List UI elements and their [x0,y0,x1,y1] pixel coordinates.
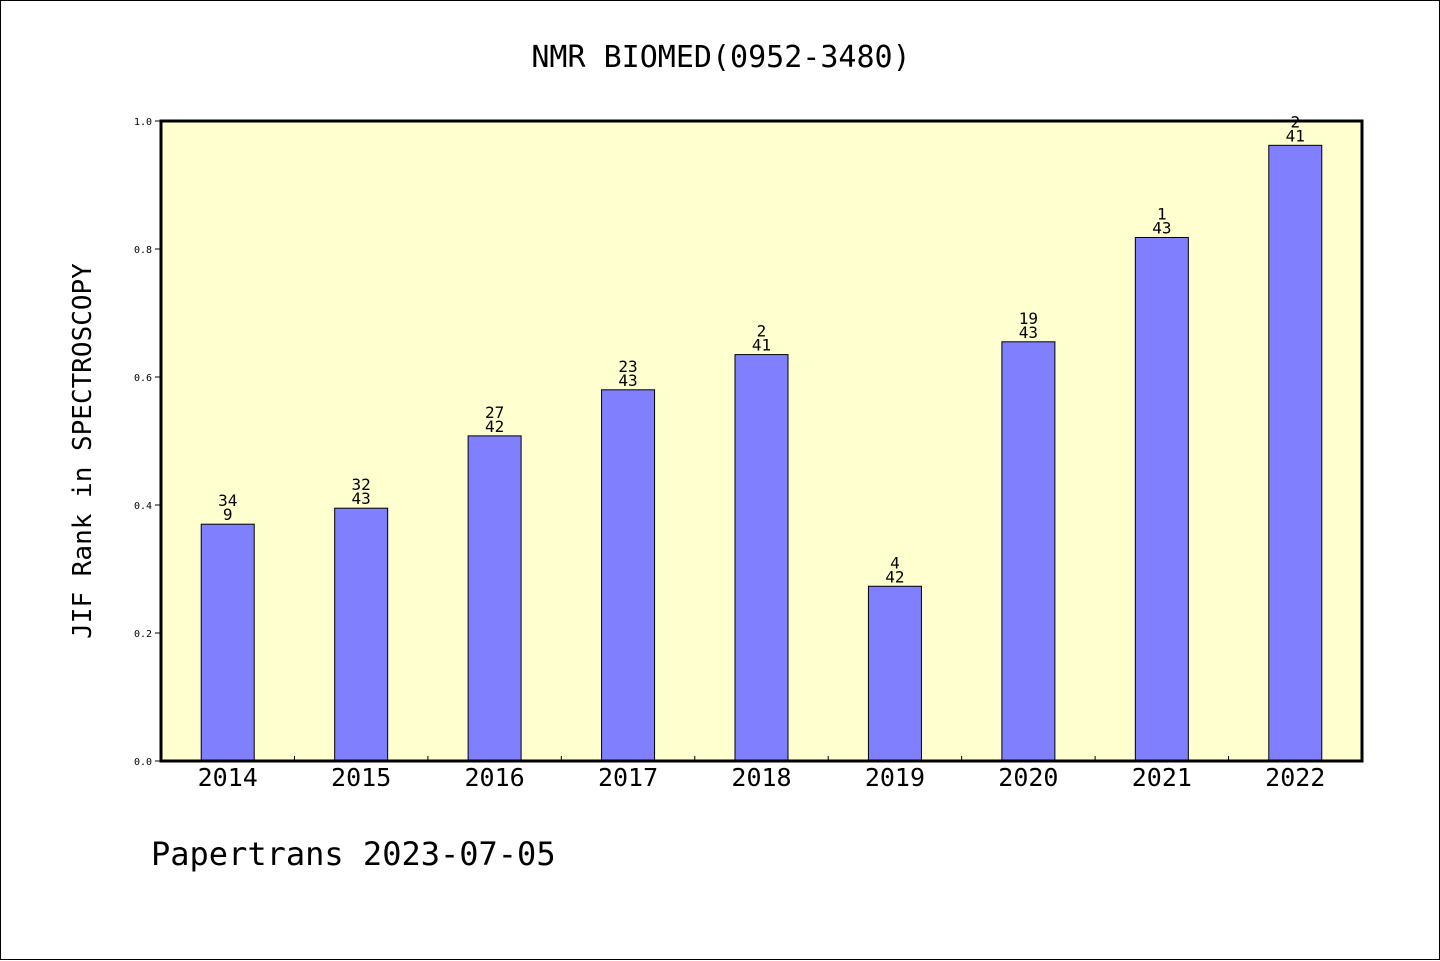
bar-total-label: 41 [1286,126,1305,145]
bar [867,585,922,762]
bar-total-label: 42 [485,417,504,436]
bar-rank-label: 27 [485,403,504,422]
bar-rank-label: 34 [218,491,237,510]
bar [1134,236,1189,762]
bar-total-label: 41 [752,336,771,355]
x-axis-ticks: 2014 2015 2016 2017 2018 2019 2020 2021 2022 [198,756,1325,792]
bar [1268,144,1323,762]
bar-rank-label: 23 [618,357,637,376]
y-tick-label: 0.0 [134,757,152,768]
y-tick-label: 1.0 [134,117,152,128]
chart-title: NMR BIOMED(0952-3480) [531,40,910,75]
bar-rank-label: 4 [890,553,900,572]
y-axis-ticks: 0.0 0.2 0.4 0.6 0.8 1.0 [134,117,161,768]
bar-total-label: 43 [618,371,637,390]
x-tick-label: 2021 [1132,763,1192,792]
bar-total-label: 42 [885,567,904,586]
bar [601,389,656,762]
x-tick-label: 2015 [331,763,391,792]
x-tick-label: 2018 [731,763,791,792]
bar [467,435,522,762]
bar-total-label: 9 [223,505,233,524]
bar [1001,341,1056,762]
footer-text: Papertrans 2023-07-05 [151,835,556,873]
x-tick-label: 2014 [198,763,258,792]
bar-rank-label: 19 [1019,309,1038,328]
bar-total-label: 43 [1152,218,1171,237]
y-tick-label: 0.4 [134,501,152,512]
x-tick-label: 2020 [998,763,1058,792]
plot-border [159,119,1364,763]
y-tick-label: 0.6 [134,373,152,384]
x-tick-label: 2017 [598,763,658,792]
bars-layer [200,144,1323,762]
bar [200,523,255,762]
x-tick-label: 2022 [1265,763,1325,792]
bar-total-label: 43 [352,489,371,508]
x-tick-label: 2019 [865,763,925,792]
bar-rank-label: 2 [757,322,767,341]
bar-rank-label: 1 [1157,204,1167,223]
bar [334,507,389,762]
bar [734,354,789,762]
bar-total-label: 43 [1019,323,1038,342]
bar-rank-label: 32 [352,475,371,494]
y-axis-label: JIF Rank in SPECTROSCOPY [68,263,98,639]
y-tick-label: 0.8 [134,245,152,256]
x-tick-label: 2016 [465,763,525,792]
y-tick-label: 0.2 [134,629,152,640]
